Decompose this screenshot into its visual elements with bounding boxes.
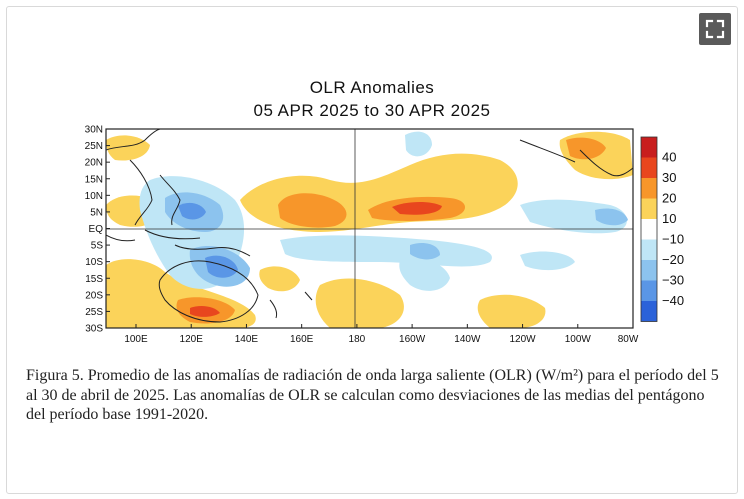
anomaly-positive-southeast: [477, 294, 546, 328]
anomaly-orange-northeast: [566, 137, 606, 160]
y-tick-label: EQ: [89, 224, 104, 235]
colorbar-label: −40: [662, 293, 684, 308]
x-tick-label: 120E: [180, 334, 204, 345]
anomaly-orange-dateline: [278, 193, 347, 228]
fullscreen-expand-icon: [705, 19, 725, 39]
x-tick-label: 180: [349, 334, 366, 345]
y-tick-label: 30S: [85, 324, 103, 335]
anomaly-negative-equatorial: [280, 235, 492, 267]
x-tick-label: 100W: [565, 334, 592, 345]
y-tick-label: 5S: [91, 241, 104, 252]
anomaly-red-central: [392, 201, 442, 215]
colorbar-segment: [641, 219, 657, 240]
x-axis: 100E 120E 140E 160E 180 160W 140W 120W 100W 80W: [124, 324, 639, 345]
coastlines: [106, 129, 633, 323]
y-tick-label: 25N: [85, 141, 103, 152]
colorbar-label: 40: [662, 150, 676, 165]
chart-subtitle: 05 APR 2025 to 30 APR 2025: [253, 101, 491, 120]
y-tick-label: 10N: [85, 191, 103, 202]
fullscreen-button[interactable]: [699, 13, 731, 45]
y-tick-label: 15S: [85, 274, 103, 285]
x-tick-label: 100E: [124, 334, 148, 345]
colorbar-frame: [640, 136, 658, 322]
anomaly-negative-north: [405, 131, 432, 157]
colorbar-segment: [641, 280, 657, 301]
colorbar-segment: [641, 157, 657, 178]
y-tick-label: 20N: [85, 158, 103, 169]
anomaly-darkblue-australia: [205, 255, 238, 278]
anomaly-positive-central-south: [259, 266, 300, 292]
anomaly-negative-east: [520, 199, 627, 234]
x-tick-label: 120W: [509, 334, 536, 345]
anomaly-blue-equatorial: [410, 243, 440, 260]
y-tick-label: 10S: [85, 257, 103, 268]
colorbar-segment: [641, 301, 657, 322]
anomaly-negative-south-central: [399, 258, 450, 291]
anomaly-negative-east-2: [520, 251, 575, 271]
y-tick-label: 25S: [85, 307, 103, 318]
anomaly-blue-east: [595, 208, 628, 226]
y-axis: 30N 25N 20N 15N 10N 5N EQ 5S 10S 15S 20S 25S 30S: [85, 125, 110, 335]
x-tick-label: 160W: [399, 334, 426, 345]
y-tick-label: 30N: [85, 125, 103, 136]
colorbar-label: −30: [662, 273, 684, 288]
y-tick-label: 5N: [90, 207, 103, 218]
colorbar-label: 20: [662, 191, 676, 206]
y-tick-label: 15N: [85, 174, 103, 185]
colorbar-segment: [641, 137, 657, 158]
colorbar-segment: [641, 178, 657, 199]
colorbar-label: 10: [662, 211, 676, 226]
x-tick-label: 140W: [454, 334, 481, 345]
anomaly-shading: [106, 129, 633, 328]
chart-title: OLR Anomalies: [309, 78, 435, 97]
x-tick-label: 160E: [290, 334, 314, 345]
olr-anomaly-map: 30N 25N 20N 15N 10N 5N EQ 5S 10S 15S 20S 25S 30S 100…: [85, 125, 684, 346]
colorbar-label: −20: [662, 252, 684, 267]
figure-caption: Figura 5. Promedio de las anomalías de r…: [26, 367, 719, 423]
anomaly-positive-south-pacific: [315, 278, 404, 328]
colorbar-label: −10: [662, 232, 684, 247]
anomaly-darkblue-philippines: [178, 202, 206, 220]
colorbar-segment: [641, 239, 657, 260]
y-tick-label: 20S: [85, 290, 103, 301]
x-tick-label: 140E: [235, 334, 259, 345]
colorbar-segment: [641, 260, 657, 281]
colorbar-segment: [641, 198, 657, 219]
x-tick-label: 80W: [618, 334, 639, 345]
anomaly-positive-north-west: [106, 135, 150, 161]
anomaly-red-southwest: [190, 305, 220, 317]
colorbar-label: 30: [662, 170, 676, 185]
colorbar: 40 30 20 10 −10 −20 −30 −40: [640, 136, 684, 322]
